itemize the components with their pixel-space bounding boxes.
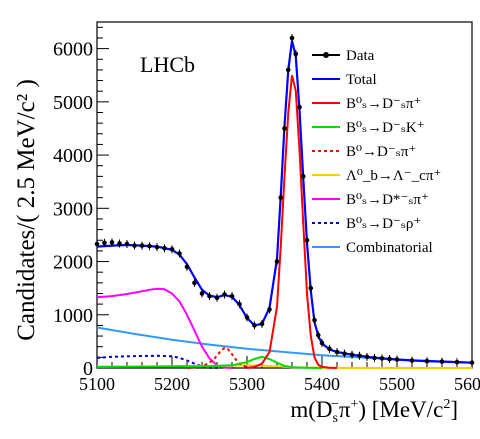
data-point [387, 356, 392, 362]
data-point [169, 246, 175, 252]
data-point [357, 353, 362, 359]
data-point [364, 354, 370, 360]
data-point [177, 251, 182, 256]
data-point [439, 359, 445, 364]
curve-bs_dspi [246, 74, 338, 369]
x-axis-label-sub: s [333, 411, 338, 426]
legend-label-total: Total [346, 72, 377, 88]
data-point [304, 237, 310, 243]
x-axis-label-main: m(D [290, 397, 332, 422]
legend-label-bs_dsstpi: B⁰ₛ→D*⁻ₛπ⁺ [346, 192, 429, 208]
data-point [285, 67, 291, 73]
y-axis-label: Candidates/( 2.5 MeV/c² ) [13, 79, 40, 341]
x-axis-label-sup3: 2 [443, 397, 450, 412]
data-point [207, 293, 212, 299]
legend-label-comb: Combinatorial [346, 240, 433, 256]
legend-label-b0_dspi: B⁰→D⁻ₛπ⁺ [346, 144, 416, 160]
experiment-label: LHCb [140, 52, 195, 77]
data-point [237, 301, 242, 307]
y-tick-label: 6000 [53, 39, 93, 61]
data-point [259, 321, 265, 327]
legend-marker [323, 52, 329, 58]
data-point [342, 351, 347, 356]
data-point [267, 307, 272, 312]
legend: Data Total B⁰ₛ→D⁻ₛπ⁺ B⁰ₛ→D⁻ₛK⁺ B⁰→D⁻ₛπ⁺ Λ⁰_b→… [312, 48, 441, 256]
data-point [199, 291, 205, 296]
data-point [109, 240, 115, 245]
data-points [94, 33, 475, 367]
data-point [282, 126, 287, 131]
x-axis-label-sup2: + [350, 397, 358, 412]
curve-b0_dspi [186, 346, 255, 369]
x-tick-label: 5500 [379, 374, 415, 394]
legend-label-lb_lcpi: Λ⁰_b→Λ⁻_cπ⁺ [346, 168, 441, 184]
data-point [154, 244, 160, 250]
data-point [312, 317, 317, 323]
data-point [244, 315, 250, 320]
data-point [274, 259, 280, 264]
data-point [454, 359, 460, 365]
data-point [278, 195, 284, 200]
data-point [327, 346, 332, 352]
x-axis-label-after: π [339, 397, 351, 422]
data-point [319, 340, 325, 346]
data-point [222, 292, 227, 297]
x-axis-label: m(Ds−π+) [MeV/c2] [290, 397, 458, 426]
legend-label-bs_dspi: B⁰ₛ→D⁻ₛπ⁺ [346, 96, 421, 112]
data-point [184, 264, 190, 270]
data-point [308, 285, 314, 291]
y-tick-label: 4000 [53, 145, 93, 167]
x-tick-label: 5400 [304, 374, 340, 394]
data-point [192, 280, 197, 286]
data-point [379, 356, 385, 361]
x-tick-label: 5200 [154, 374, 190, 394]
data-point [469, 360, 475, 365]
data-point [139, 243, 145, 248]
data-point [349, 352, 355, 357]
data-point [293, 51, 299, 57]
y-tick-label: 1000 [53, 305, 93, 327]
x-axis-label-end: ] [450, 397, 458, 422]
curve-comb [96, 326, 473, 364]
data-point [424, 358, 430, 364]
data-point [334, 349, 340, 355]
data-point [214, 295, 220, 301]
legend-label-bs_dsrho: B⁰ₛ→D⁻ₛρ⁺ [346, 216, 421, 232]
data-point [315, 332, 321, 338]
plot-frame [96, 21, 473, 369]
data-point [297, 104, 302, 110]
data-point [162, 245, 167, 251]
data-point [409, 358, 415, 363]
data-point [229, 293, 235, 299]
legend-label-data: Data [346, 48, 375, 64]
y-tick-label: 5000 [53, 92, 93, 114]
data-point [147, 243, 152, 249]
x-tick-label: 5100 [79, 374, 115, 394]
data-point [372, 355, 377, 361]
curve-bs_dsstpi [96, 287, 233, 369]
y-tick-label: 0 [83, 358, 93, 380]
data-point [117, 241, 122, 246]
legend-label-bs_dsk: B⁰ₛ→D⁻ₛK⁺ [346, 120, 425, 136]
data-point [300, 174, 306, 179]
data-point [394, 357, 400, 362]
data-point [252, 323, 257, 328]
data-point [132, 243, 137, 248]
data-point [102, 240, 107, 246]
x-tick-label: 5300 [229, 374, 265, 394]
data-point [124, 241, 130, 247]
y-tick-label: 3000 [53, 198, 93, 220]
x-axis-label-sup: − [331, 397, 339, 412]
data-point [289, 35, 295, 41]
x-axis-label-tail: ) [MeV/c [358, 397, 443, 422]
y-tick-label: 2000 [53, 252, 93, 274]
curve-bs_dsk [96, 355, 323, 369]
data-point [94, 241, 100, 247]
